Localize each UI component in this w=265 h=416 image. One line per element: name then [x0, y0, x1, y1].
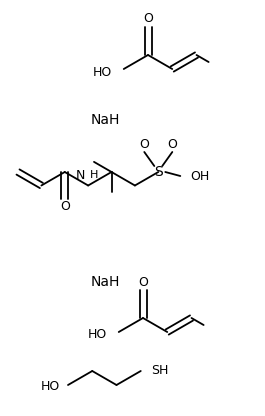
Text: HO: HO — [92, 65, 112, 79]
Text: O: O — [143, 12, 153, 25]
Text: O: O — [138, 275, 148, 289]
Text: S: S — [154, 165, 163, 179]
Text: N: N — [76, 169, 85, 182]
Text: O: O — [167, 138, 177, 151]
Text: SH: SH — [151, 364, 168, 377]
Text: NaH: NaH — [90, 275, 120, 289]
Text: NaH: NaH — [90, 113, 120, 127]
Text: O: O — [139, 138, 149, 151]
Text: O: O — [60, 201, 70, 213]
Text: HO: HO — [87, 329, 107, 342]
Text: OH: OH — [190, 169, 210, 183]
Text: H: H — [90, 171, 99, 181]
Text: HO: HO — [41, 379, 60, 393]
